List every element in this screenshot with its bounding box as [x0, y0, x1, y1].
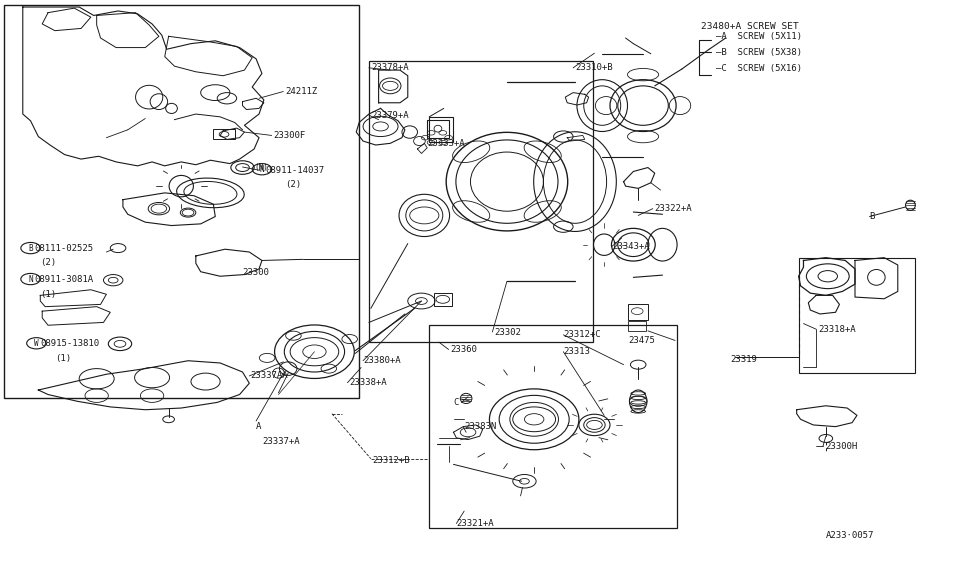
Text: C: C — [453, 398, 459, 407]
Text: B: B — [28, 243, 33, 252]
Text: 23312+B: 23312+B — [372, 456, 410, 465]
Bar — [434, 293, 451, 306]
Text: 23300: 23300 — [243, 268, 269, 277]
Text: 23380+A: 23380+A — [363, 356, 401, 365]
Text: 08911-14037: 08911-14037 — [266, 166, 325, 175]
Text: 23378+A: 23378+A — [370, 63, 409, 72]
Bar — [427, 119, 449, 138]
Text: (2): (2) — [286, 181, 301, 190]
Text: 23322+A: 23322+A — [655, 204, 692, 213]
Text: —B  SCREW (5X38): —B SCREW (5X38) — [716, 48, 802, 57]
Text: 23475: 23475 — [629, 336, 655, 345]
Bar — [369, 61, 593, 342]
Text: (N): (N) — [254, 163, 268, 172]
Text: 23333+A: 23333+A — [427, 139, 465, 148]
Text: 23312+C: 23312+C — [564, 331, 601, 339]
Text: 08111-02525: 08111-02525 — [34, 243, 94, 252]
Text: 23360: 23360 — [450, 345, 478, 354]
Text: 08915-13810: 08915-13810 — [40, 339, 99, 348]
Text: 23343+A: 23343+A — [612, 242, 649, 251]
Text: (1): (1) — [55, 354, 71, 363]
Text: —A  SCREW (5X11): —A SCREW (5X11) — [716, 32, 802, 41]
Text: 23302: 23302 — [494, 328, 522, 337]
Bar — [629, 321, 646, 331]
Text: 23313: 23313 — [564, 347, 590, 356]
Text: 23319: 23319 — [730, 354, 758, 363]
Bar — [4, 5, 359, 398]
Bar — [429, 325, 677, 528]
Text: (2): (2) — [40, 258, 57, 267]
Text: —C  SCREW (5X16): —C SCREW (5X16) — [716, 65, 802, 74]
Text: 23321+A: 23321+A — [456, 519, 494, 528]
Text: 23383N: 23383N — [464, 422, 496, 431]
Bar — [799, 258, 916, 373]
Text: 23318+A: 23318+A — [818, 325, 856, 334]
Text: N: N — [259, 165, 264, 174]
Bar — [214, 129, 235, 139]
Text: A233·0057: A233·0057 — [826, 531, 875, 540]
Text: N: N — [28, 275, 33, 284]
Text: 23480+A SCREW SET: 23480+A SCREW SET — [701, 22, 800, 31]
Text: 23300F: 23300F — [274, 131, 306, 140]
Text: 23338+A: 23338+A — [349, 378, 387, 387]
Bar — [429, 117, 453, 142]
Text: A: A — [256, 422, 261, 431]
Bar — [629, 304, 648, 320]
Text: B: B — [870, 212, 875, 221]
Text: 23310+B: 23310+B — [575, 63, 612, 72]
Text: 23337+A: 23337+A — [262, 438, 299, 447]
Text: 23379+A: 23379+A — [370, 111, 409, 119]
Text: 24211Z: 24211Z — [286, 87, 318, 96]
Text: (1): (1) — [40, 290, 57, 299]
Text: 23300H: 23300H — [825, 442, 857, 451]
Text: 23337AA: 23337AA — [251, 371, 288, 380]
Text: 08911-3081A: 08911-3081A — [34, 275, 94, 284]
Text: W: W — [34, 339, 39, 348]
